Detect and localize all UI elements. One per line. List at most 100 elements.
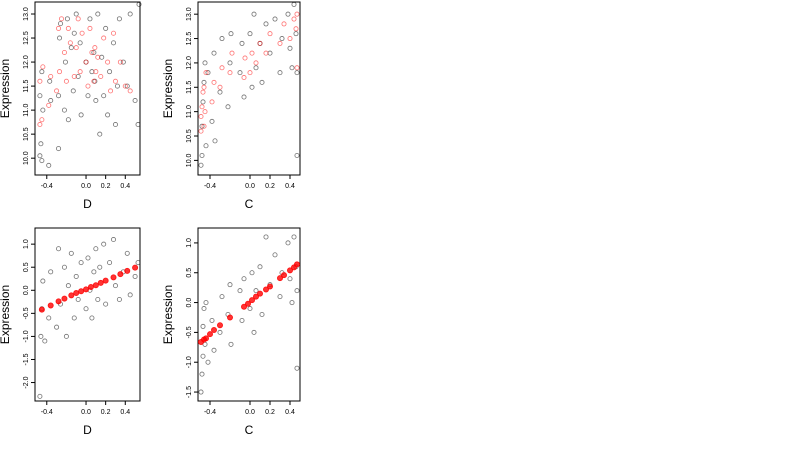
black-data-point (279, 36, 285, 42)
red-data-point (241, 75, 247, 81)
red-data-point (294, 65, 300, 71)
black-data-point (73, 273, 79, 279)
red-data-point (291, 16, 297, 22)
black-data-point (249, 270, 255, 276)
black-data-point (46, 315, 52, 321)
x-axis-label: C (245, 197, 254, 211)
black-data-point (199, 371, 205, 377)
red-data-point (101, 35, 107, 41)
y-tick-label: 12.0 (186, 56, 193, 70)
black-data-point (85, 93, 91, 99)
y-tick-label: 1.0 (186, 238, 193, 248)
black-data-point (97, 264, 103, 270)
black-data-point (111, 40, 117, 46)
black-data-point (120, 59, 126, 65)
black-data-point (251, 329, 257, 335)
black-data-point (285, 11, 291, 17)
y-axis-label: Expression (0, 59, 12, 118)
black-data-point (211, 347, 217, 353)
red-data-point (67, 40, 73, 46)
red-data-point (127, 88, 133, 94)
y-tick-label: 13.0 (186, 7, 193, 21)
black-data-point (200, 353, 206, 359)
black-data-point (217, 89, 223, 95)
black-data-point (42, 338, 48, 344)
black-data-point (63, 333, 69, 339)
red-data-point (73, 45, 79, 51)
black-data-point (97, 131, 103, 137)
plot-frame (197, 227, 301, 402)
x-tick-label: 0.2 (101, 409, 111, 416)
black-data-point (46, 162, 52, 168)
black-data-point (39, 158, 45, 164)
black-data-point (285, 240, 291, 246)
y-tick-label: 11.0 (186, 105, 193, 118)
black-data-point (263, 234, 269, 240)
black-data-point (37, 93, 43, 99)
red-data-point (262, 286, 269, 293)
red-data-point (240, 303, 247, 310)
black-data-point (272, 16, 278, 22)
x-tick-label: 0.0 (81, 409, 91, 416)
y-tick-label: 11.0 (23, 103, 30, 116)
black-data-point (40, 107, 46, 113)
red-data-point (211, 79, 217, 85)
black-data-point (205, 359, 211, 365)
black-data-point (38, 333, 44, 339)
red-data-point (202, 335, 209, 342)
black-data-point (68, 45, 74, 51)
black-data-point (40, 278, 46, 284)
black-data-point (58, 21, 64, 27)
black-data-point (237, 70, 243, 76)
black-data-point (65, 117, 71, 123)
y-tick-label: 12.5 (186, 32, 193, 46)
black-data-point (78, 260, 84, 266)
black-data-point (56, 246, 62, 252)
black-data-point (101, 241, 107, 247)
x-axis-label: C (245, 423, 254, 437)
black-data-point (253, 65, 259, 71)
black-data-point (95, 297, 101, 303)
y-tick-label: 0.5 (186, 268, 193, 278)
black-data-point (135, 122, 141, 128)
red-data-point (79, 30, 85, 36)
y-tick-label: 1.0 (23, 239, 30, 249)
black-data-point (77, 40, 83, 46)
black-data-point (70, 88, 76, 94)
x-axis-label: D (83, 197, 92, 211)
red-data-point (287, 36, 293, 42)
black-data-point (37, 153, 43, 159)
black-data-point (289, 65, 295, 71)
y-axis-label: Expression (0, 285, 12, 344)
red-data-point (92, 45, 98, 51)
black-data-point (291, 1, 297, 7)
black-data-point (294, 153, 300, 159)
black-data-point (241, 94, 247, 100)
red-data-point (111, 30, 117, 36)
black-data-point (287, 45, 293, 51)
red-data-point (97, 279, 104, 286)
black-data-point (89, 315, 95, 321)
red-data-point (293, 261, 300, 268)
red-data-point (48, 73, 54, 79)
red-data-point (263, 50, 269, 56)
red-data-point (244, 300, 251, 307)
black-data-point (127, 11, 133, 17)
y-tick-label: -1.5 (186, 386, 193, 398)
red-data-point (54, 88, 60, 94)
red-data-point (39, 117, 45, 123)
y-tick-label: 0.0 (23, 285, 30, 295)
y-tick-label: -0.5 (23, 307, 30, 319)
black-data-point (38, 141, 44, 147)
black-data-point (83, 306, 89, 312)
red-data-point (71, 73, 77, 79)
black-data-point (211, 50, 217, 56)
black-data-point (241, 276, 247, 282)
red-data-point (276, 275, 283, 282)
black-data-point (124, 83, 130, 89)
plot-frame (34, 227, 141, 402)
red-data-point (216, 322, 223, 329)
black-data-point (287, 276, 293, 282)
red-data-point (210, 327, 217, 334)
black-data-point (85, 255, 91, 261)
